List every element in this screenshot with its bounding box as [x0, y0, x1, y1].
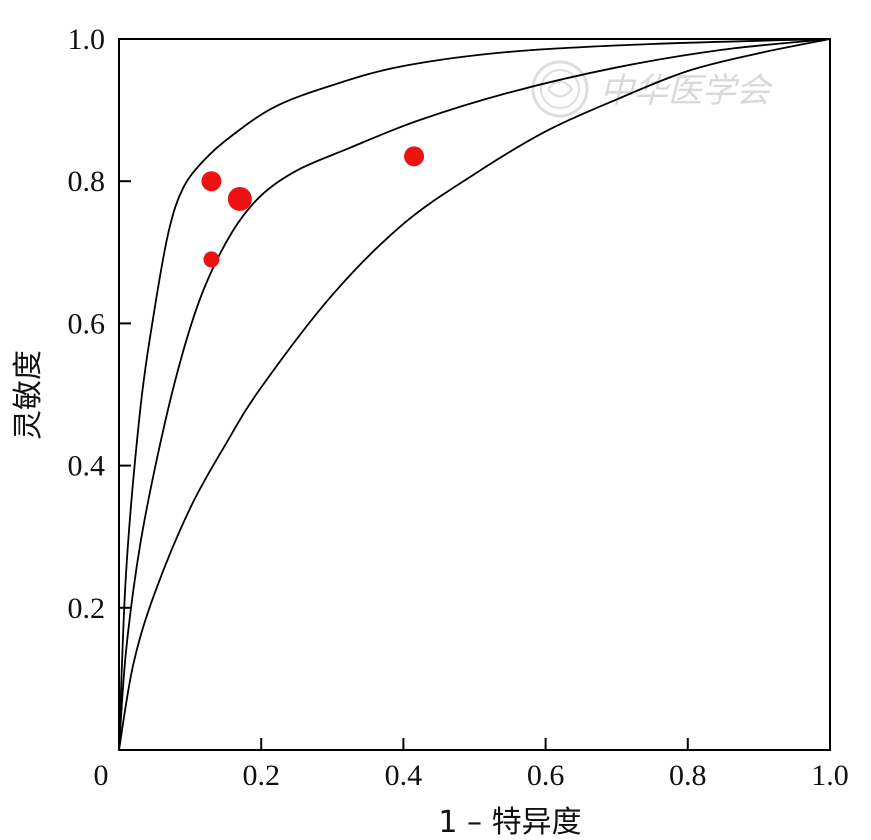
data-point-2	[227, 186, 252, 211]
x-axis-title: 1 – 特异度	[438, 805, 581, 840]
roc-curve-1	[118, 38, 831, 751]
watermark-seal-icon	[531, 60, 589, 118]
watermark: 中华医学会	[531, 60, 774, 118]
x-tick-label: 0	[94, 759, 109, 792]
watermark-text: 中华医学会	[600, 71, 774, 111]
x-tick-label: 0.4	[385, 759, 423, 792]
y-axis-title: 灵敏度	[11, 350, 46, 440]
x-tick-label: 0.2	[242, 759, 280, 792]
y-tick-label: 0.8	[68, 165, 106, 198]
x-axis-ticks: 0 0.2 0.4 0.6 0.8 1.0	[94, 738, 849, 792]
y-tick-label: 0.2	[68, 592, 106, 625]
plot-frame	[118, 38, 831, 751]
data-point-4	[404, 146, 425, 167]
y-tick-label: 0.6	[68, 307, 106, 340]
roc-curve-2	[118, 38, 831, 751]
x-tick-label: 1.0	[811, 759, 849, 792]
data-point-1	[201, 171, 222, 192]
data-points	[201, 146, 425, 268]
y-tick-label: 0.4	[68, 450, 106, 483]
x-tick-label: 0.8	[669, 759, 707, 792]
roc-curves	[118, 38, 831, 751]
plot-area-border	[118, 38, 831, 751]
y-tick-label: 1.0	[68, 23, 106, 56]
y-axis-ticks: 0.2 0.4 0.6 0.8 1.0	[68, 23, 131, 625]
roc-curve-3	[118, 38, 831, 751]
data-point-3	[203, 251, 220, 268]
x-tick-label: 0.6	[527, 759, 565, 792]
